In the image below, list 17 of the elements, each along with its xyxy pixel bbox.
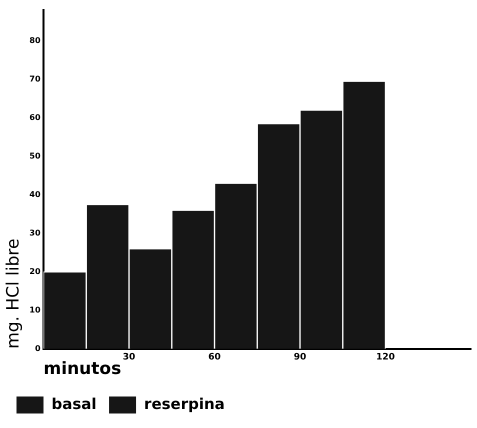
x-tick-label: 30 — [122, 352, 136, 363]
y-tick-label: 60 — [29, 112, 41, 122]
x-axis-title: minutos — [44, 359, 122, 380]
y-tick-label: 20 — [29, 266, 41, 276]
y-tick-label: 50 — [29, 151, 41, 160]
x-tick-label: 120 — [376, 352, 395, 363]
legend-label: basal — [52, 394, 97, 413]
y-tick-label: 30 — [29, 228, 41, 238]
x-tick-label: 90 — [294, 352, 306, 363]
y-tick-label: 10 — [29, 305, 41, 314]
y-tick-label: 0 — [34, 344, 41, 353]
y-axis-title: mg. HCl libre — [4, 238, 24, 349]
y-tick-label: 40 — [29, 190, 41, 199]
legend-label: reserpina — [144, 394, 225, 413]
x-tick-label: 60 — [208, 352, 221, 363]
y-tick-label: 80 — [29, 36, 41, 45]
y-tick-label: 70 — [29, 74, 41, 84]
